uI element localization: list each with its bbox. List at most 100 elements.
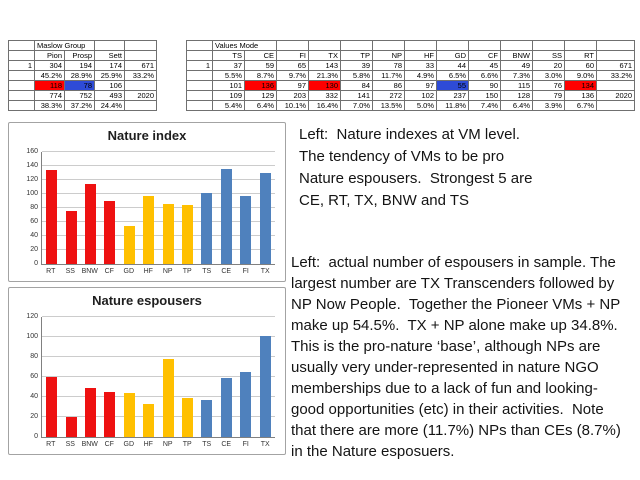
column-header-cell: Prosp bbox=[63, 50, 96, 61]
gridline bbox=[42, 235, 275, 236]
gridline bbox=[42, 356, 275, 358]
empty-cell bbox=[94, 40, 126, 51]
x-axis-label-SS: SS bbox=[65, 268, 75, 275]
column-header-cell: CF bbox=[468, 50, 502, 61]
chart-title: Nature index bbox=[107, 128, 187, 143]
data-cell: 97 bbox=[404, 80, 438, 91]
data-cell: 59 bbox=[243, 60, 278, 71]
y-axis-tick-label: 20 bbox=[30, 246, 38, 253]
gridline bbox=[42, 336, 275, 337]
bar-FI bbox=[240, 196, 252, 264]
column-header-cell: RT bbox=[564, 50, 598, 61]
x-axis-label-GD: GD bbox=[123, 268, 135, 275]
x-axis-labels: RT SS BNW CF GD HF NP TP TS CE FI TX bbox=[41, 441, 275, 452]
data-cell: 128 bbox=[500, 90, 534, 101]
empty-cell bbox=[596, 40, 636, 51]
y-axis-tick-label: 120 bbox=[26, 313, 38, 320]
gridline bbox=[42, 249, 275, 250]
data-cell: 129 bbox=[243, 90, 278, 101]
data-cell: 45.2% bbox=[34, 70, 65, 81]
data-cell: 97 bbox=[276, 80, 310, 91]
gridline bbox=[42, 165, 275, 166]
x-axis-label-BNW: BNW bbox=[81, 268, 98, 275]
x-axis-label-CF: CF bbox=[104, 441, 114, 448]
total-cell: 33.2% bbox=[124, 70, 158, 81]
data-cell: 37.2% bbox=[63, 100, 96, 111]
row-label-cell bbox=[186, 80, 213, 91]
data-cell: 3.9% bbox=[532, 100, 566, 111]
data-cell: 9.7% bbox=[276, 70, 310, 81]
data-cell: 90 bbox=[468, 80, 502, 91]
gridline bbox=[42, 396, 275, 398]
y-axis-tick-label: 0 bbox=[34, 260, 38, 267]
bar-TS bbox=[201, 400, 213, 437]
nature-espousers-chart: Nature espousers 0 20 40 60 80 100 120 RT SS BNW… bbox=[8, 287, 286, 455]
data-cell: 134 bbox=[564, 80, 598, 91]
data-cell: 44 bbox=[436, 60, 470, 71]
x-axis-label-TX: TX bbox=[260, 268, 270, 275]
column-header-cell: BNW bbox=[500, 50, 534, 61]
data-cell: 6.5% bbox=[436, 70, 470, 81]
plot-area: 0 20 40 60 80 100 120 140 160 bbox=[26, 148, 275, 267]
empty-cell bbox=[532, 40, 566, 51]
total-cell: 2020 bbox=[124, 90, 158, 101]
empty-cell bbox=[596, 50, 636, 61]
gridline bbox=[42, 207, 275, 208]
data-cell: 21.3% bbox=[308, 70, 342, 81]
x-axis-label-TP: TP bbox=[182, 268, 192, 275]
x-axis-label-NP: NP bbox=[162, 268, 173, 275]
data-cell: 39 bbox=[340, 60, 374, 71]
data-cell: 5.8% bbox=[340, 70, 374, 81]
x-axis-label-FI: FI bbox=[242, 268, 249, 275]
row-label-cell bbox=[186, 50, 213, 61]
y-axis-tick-label: 60 bbox=[30, 373, 38, 380]
data-cell: 118 bbox=[34, 80, 65, 91]
bar-CE bbox=[220, 168, 232, 264]
bar-TX bbox=[259, 173, 271, 264]
row-label-cell bbox=[8, 40, 35, 51]
note-nature-index: Left: Nature indexes at VM level. The te… bbox=[299, 126, 533, 209]
bar-BNW bbox=[85, 388, 97, 437]
data-cell: 79 bbox=[532, 90, 566, 101]
bar-TP bbox=[182, 398, 194, 437]
data-cell: 272 bbox=[372, 90, 406, 101]
table-title-cell: Values Mode bbox=[211, 40, 278, 51]
data-cell: 6.6% bbox=[468, 70, 502, 81]
empty-cell bbox=[340, 40, 374, 51]
gridline bbox=[42, 151, 275, 152]
x-axis-label-HF: HF bbox=[143, 268, 153, 275]
data-cell: 493 bbox=[94, 90, 126, 101]
data-cell: 25.9% bbox=[94, 70, 126, 81]
bars-group bbox=[42, 152, 275, 264]
data-cell: 4.9% bbox=[404, 70, 438, 81]
data-cell: 55 bbox=[436, 80, 470, 91]
y-axis-tick-label: 60 bbox=[30, 218, 38, 225]
bar-SS bbox=[65, 210, 77, 264]
gridline bbox=[42, 179, 275, 180]
total-cell: 671 bbox=[596, 60, 636, 71]
x-axis-label-CE: CE bbox=[221, 441, 232, 448]
data-cell: 28.9% bbox=[63, 70, 96, 81]
data-cell: 304 bbox=[34, 60, 65, 71]
bar-TX bbox=[259, 336, 271, 437]
data-cell: 332 bbox=[308, 90, 342, 101]
row-label-cell bbox=[186, 70, 213, 81]
gridline bbox=[42, 376, 275, 377]
bar-HF bbox=[143, 404, 155, 437]
data-cell: 7.3% bbox=[500, 70, 534, 81]
column-header-cell: TS bbox=[212, 50, 245, 61]
empty-cell bbox=[468, 40, 502, 51]
bar-SS bbox=[65, 417, 77, 437]
data-cell: 9.0% bbox=[564, 70, 598, 81]
gridline bbox=[42, 416, 275, 418]
total-cell: 33.2% bbox=[596, 70, 636, 81]
data-cell: 150 bbox=[468, 90, 502, 101]
total-cell bbox=[596, 80, 636, 91]
x-axis-label-CF: CF bbox=[104, 268, 114, 275]
data-cell: 237 bbox=[436, 90, 470, 101]
data-cell: 11.8% bbox=[436, 100, 470, 111]
data-cell: 24.4% bbox=[94, 100, 126, 111]
data-cell: 84 bbox=[340, 80, 374, 91]
note-nature-espousers: Left: actual number of espousers in samp… bbox=[291, 254, 621, 460]
data-cell: 5.0% bbox=[404, 100, 438, 111]
